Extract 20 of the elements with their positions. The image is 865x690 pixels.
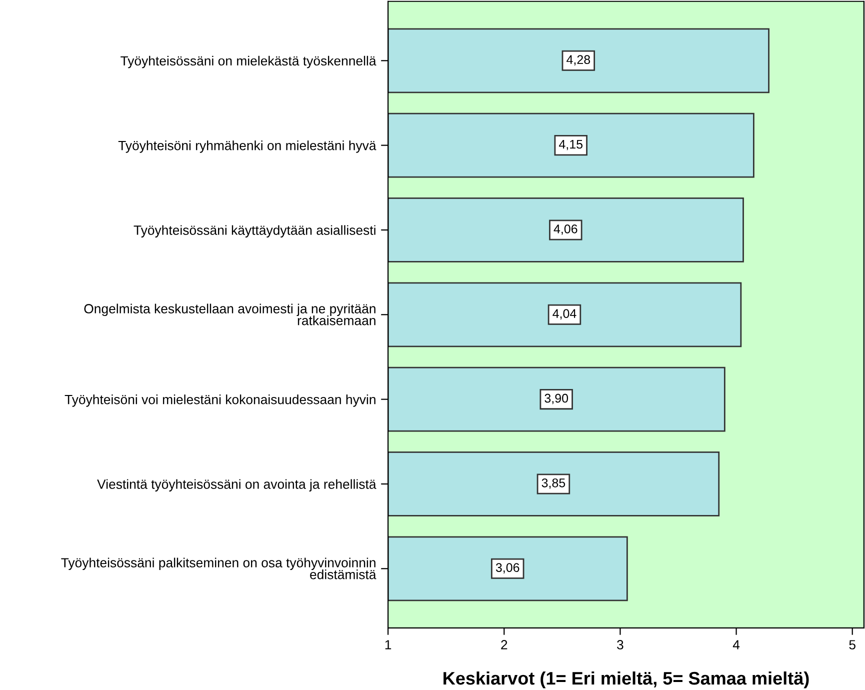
data-label: 3,90 bbox=[544, 394, 568, 404]
data-label: 4,28 bbox=[566, 55, 590, 66]
y-tick-label: Työyhteisössäni palkitseminen on osa työhyvinvoinnin edistämistä bbox=[61, 558, 376, 580]
y-tick-label: Työyhteisössäni käyttäydytään asiallisesti bbox=[134, 225, 376, 238]
data-label: 3,85 bbox=[542, 478, 566, 489]
x-tick-label: 1 bbox=[385, 640, 392, 650]
y-tick-label: Työyhteisössäni on mielekästä työskennellä bbox=[120, 56, 376, 68]
y-tick-label: Viestintä työyhteisössäni on avointa ja rehellistä bbox=[97, 479, 376, 492]
data-label: 4,15 bbox=[558, 140, 583, 150]
y-tick-label: Ongelmista keskustellaan avoimesti ja ne pyritään ratkaisemaan bbox=[84, 304, 376, 326]
data-label: 4,04 bbox=[552, 309, 576, 320]
y-tick-label: Työyhteisöni ryhmähenki on mielestäni hyvä bbox=[118, 140, 376, 153]
data-label: 4,06 bbox=[554, 224, 578, 235]
x-tick-label: 5 bbox=[849, 640, 856, 650]
y-tick-label: Työyhteisöni voi mielestäni kokonaisuudessaan hyvin bbox=[64, 394, 376, 407]
x-tick-label: 4 bbox=[732, 640, 740, 650]
x-tick-label: 2 bbox=[501, 640, 508, 650]
x-axis-title: Keskiarvot (1= Eri mieltä, 5= Samaa mieltä) bbox=[444, 671, 809, 688]
data-label: 3,06 bbox=[496, 563, 520, 574]
x-tick-label: 3 bbox=[617, 640, 624, 650]
